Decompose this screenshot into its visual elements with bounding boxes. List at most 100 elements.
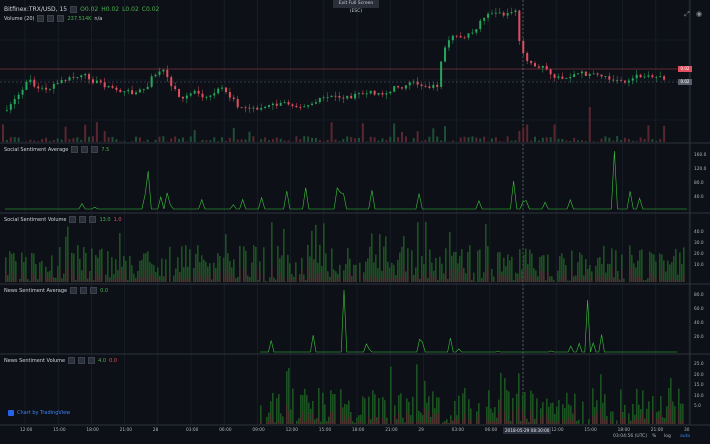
- candle-body: [103, 82, 106, 88]
- social-vol-bar: [445, 248, 447, 282]
- candle-body: [224, 87, 227, 93]
- social-vol-bar-neg: [77, 274, 79, 282]
- news-vol-bar-neg: [508, 420, 510, 424]
- news-vol-bar-neg: [640, 417, 642, 424]
- social-vol-bar-neg: [417, 272, 419, 282]
- news-vol-bar-neg: [400, 422, 402, 424]
- social-vol-bar-neg: [517, 279, 519, 282]
- news-vol-bar-neg: [304, 421, 306, 424]
- chevron-down-icon[interactable]: [70, 6, 78, 13]
- percent-toggle[interactable]: %: [652, 434, 657, 439]
- eye-icon[interactable]: [81, 146, 89, 153]
- social-vol-bar-neg: [579, 279, 581, 282]
- social-vol-title[interactable]: Social Sentiment Volume: [4, 216, 67, 223]
- candle-body: [127, 90, 130, 92]
- social-vol-bar: [599, 256, 601, 282]
- close-icon[interactable]: [57, 15, 65, 22]
- social-vol-bar: [59, 247, 61, 282]
- news-avg-title[interactable]: News Sentiment Average: [4, 287, 68, 294]
- time-tick: 12:00: [551, 428, 564, 433]
- candle-body: [170, 77, 173, 87]
- news-vol-tick: 25.0: [694, 362, 704, 367]
- eye-icon[interactable]: [79, 216, 87, 223]
- social-vol-bar-neg: [131, 280, 133, 282]
- social-vol-bar: [239, 245, 241, 282]
- tradingview-logo[interactable]: Chart by TradingView: [8, 410, 70, 416]
- news-vol-bar: [364, 398, 366, 424]
- social-vol-bar-neg: [155, 278, 157, 282]
- social-vol-bar: [179, 272, 181, 282]
- news-avg-tick: 60.0: [694, 307, 704, 312]
- eye-icon[interactable]: [37, 15, 45, 22]
- social-vol-bar: [435, 258, 437, 282]
- social-vol-bar-neg: [25, 276, 27, 282]
- news-vol-bar: [330, 390, 332, 424]
- news-vol-bar: [682, 403, 684, 424]
- news-vol-bar-neg: [410, 422, 412, 424]
- social-vol-bar: [183, 267, 185, 282]
- social-vol-bar: [225, 234, 227, 282]
- volume-bar: [240, 139, 243, 142]
- candle-body: [205, 96, 208, 98]
- eye-icon[interactable]: [80, 287, 88, 294]
- exit-fullscreen-button[interactable]: Exit Full Screen (ESC): [333, 0, 379, 14]
- social-vol-bar: [135, 277, 137, 282]
- settings-icon[interactable]: [47, 15, 55, 22]
- candle-body: [91, 79, 94, 83]
- social-vol-bar-neg: [281, 281, 283, 282]
- news-vol-bar: [278, 394, 280, 424]
- social-vol-bar: [315, 224, 317, 282]
- symbol-name[interactable]: Bitfinex:TRX/USD, 15: [4, 6, 68, 13]
- social-avg-title[interactable]: Social Sentiment Average: [4, 146, 69, 153]
- eye-icon[interactable]: [78, 357, 86, 364]
- social-vol-bar: [155, 272, 157, 282]
- settings-icon[interactable]: [88, 357, 96, 364]
- social-vol-bar-neg: [159, 280, 161, 282]
- volume-label[interactable]: Volume (20): [4, 15, 35, 22]
- social-vol-bar-neg: [575, 279, 577, 282]
- social-vol-bar-neg: [407, 269, 409, 282]
- camera-icon[interactable]: ◉: [695, 10, 703, 18]
- news-vol-bar-neg: [664, 422, 666, 424]
- volume-bar: [616, 136, 619, 142]
- volume-bar: [385, 139, 388, 142]
- settings-icon[interactable]: [90, 287, 98, 294]
- social-vol-bar-neg: [85, 268, 87, 282]
- chevron-down-icon[interactable]: [68, 357, 76, 364]
- news-vol-bar-neg: [432, 413, 434, 424]
- social-vol-bar: [269, 277, 271, 282]
- social-vol-bar: [601, 264, 603, 282]
- settings-icon[interactable]: [89, 216, 97, 223]
- news-vol-bar-neg: [492, 421, 494, 424]
- news-vol-bar: [520, 421, 522, 424]
- social-vol-bar: [187, 266, 189, 282]
- news-vol-bar: [536, 398, 538, 424]
- chevron-down-icon[interactable]: [71, 146, 79, 153]
- news-vol-bar: [642, 390, 644, 424]
- log-toggle[interactable]: log: [664, 434, 671, 439]
- volume-bar: [181, 137, 184, 142]
- social-vol-bar: [663, 260, 665, 282]
- volume-bar: [483, 136, 486, 142]
- volume-bar: [534, 136, 536, 142]
- social-vol-bar: [231, 267, 233, 282]
- social-vol-bar: [425, 221, 427, 282]
- news-vol-bar: [678, 388, 680, 424]
- social-vol-bar-neg: [81, 279, 83, 282]
- auto-toggle[interactable]: auto: [680, 434, 691, 439]
- news-vol-title[interactable]: News Sentiment Volume: [4, 357, 66, 364]
- chevron-down-icon[interactable]: [70, 287, 78, 294]
- social-vol-bar-neg: [283, 277, 285, 282]
- candle-body: [436, 84, 439, 87]
- social-vol-bar-neg: [243, 271, 245, 282]
- chevron-down-icon[interactable]: [69, 216, 77, 223]
- settings-icon[interactable]: [91, 146, 99, 153]
- news-vol-bar: [562, 404, 564, 424]
- social-vol-bar-neg: [287, 278, 289, 282]
- social-vol-bar: [139, 260, 141, 282]
- news-vol-bar: [616, 420, 618, 424]
- social-vol-bar: [25, 256, 27, 282]
- fullscreen-icon[interactable]: ⤢: [684, 10, 690, 18]
- candle-body: [502, 12, 505, 16]
